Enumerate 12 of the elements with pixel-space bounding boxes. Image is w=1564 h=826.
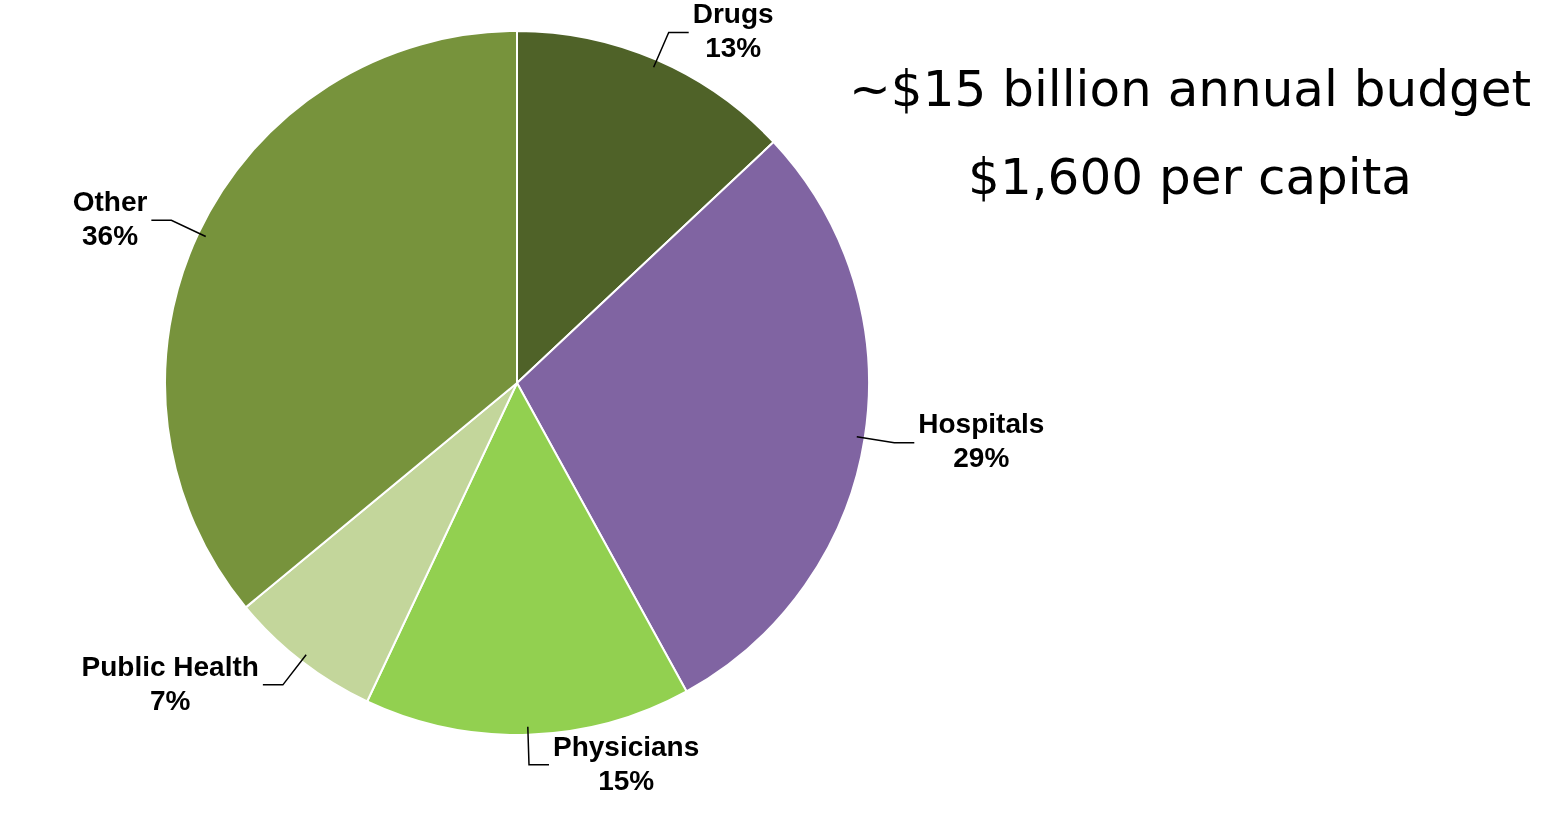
data-label: 7% bbox=[149, 684, 191, 716]
data-label: 36% bbox=[81, 220, 139, 252]
slice-label: Drugs bbox=[692, 0, 774, 30]
slice-label: Hospitals bbox=[918, 408, 1045, 440]
text: ~$15 billion annual budget bbox=[847, 60, 1533, 118]
text: $1,600 per capita bbox=[967, 148, 1413, 206]
slice-label: Public Health bbox=[81, 650, 259, 682]
data-label: 29% bbox=[953, 442, 1010, 474]
slice-label: Other bbox=[72, 186, 148, 218]
slice-label: Physicians bbox=[552, 730, 700, 762]
data-label: 13% bbox=[705, 32, 762, 64]
data-label: 15% bbox=[598, 764, 655, 796]
